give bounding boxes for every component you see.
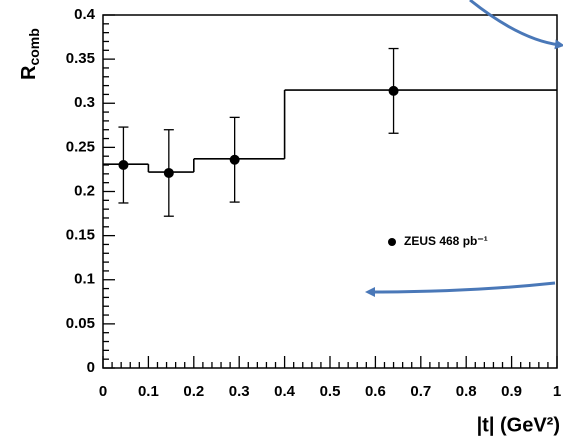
x-axis-label: |t| (GeV²) xyxy=(477,414,560,436)
y-tick-label: 0.3 xyxy=(74,94,95,111)
data-point xyxy=(118,160,129,171)
x-tick-label: 0.4 xyxy=(274,383,296,400)
data-point xyxy=(229,154,240,165)
x-tick-label: 0.6 xyxy=(365,383,386,400)
y-tick-label: 0.35 xyxy=(66,50,95,67)
x-tick-label: 1 xyxy=(553,383,561,400)
x-tick-label: 0.7 xyxy=(410,383,431,400)
x-tick-label: 0 xyxy=(99,383,107,400)
x-tick-label: 0.8 xyxy=(456,383,477,400)
y-label-main: R xyxy=(18,65,40,80)
y-tick-label: 0.1 xyxy=(74,271,95,288)
x-tick-label: 0.1 xyxy=(138,383,159,400)
plot-frame xyxy=(102,14,558,369)
y-tick-label: 0.25 xyxy=(66,138,95,155)
x-tick-label: 0.2 xyxy=(183,383,204,400)
y-tick-label: 0.4 xyxy=(74,6,96,23)
y-label-subscript: comb xyxy=(26,28,42,65)
y-tick-label: 0.15 xyxy=(66,227,95,244)
data-point xyxy=(388,85,399,96)
y-tick-label: 0.2 xyxy=(74,182,95,199)
legend-marker xyxy=(388,238,396,246)
y-tick-label: 0 xyxy=(87,359,95,376)
legend-label: ZEUS 468 pb⁻¹ xyxy=(404,234,488,248)
x-tick-label: 0.9 xyxy=(501,383,522,400)
annotation-arrow xyxy=(365,281,556,297)
x-tick-label: 0.5 xyxy=(320,383,341,400)
y-tick-label: 0.05 xyxy=(66,315,95,332)
annotation-arrow xyxy=(469,0,563,50)
data-point xyxy=(163,167,174,178)
y-axis-label: Rcomb xyxy=(18,28,41,80)
x-tick-label: 0.3 xyxy=(229,383,250,400)
